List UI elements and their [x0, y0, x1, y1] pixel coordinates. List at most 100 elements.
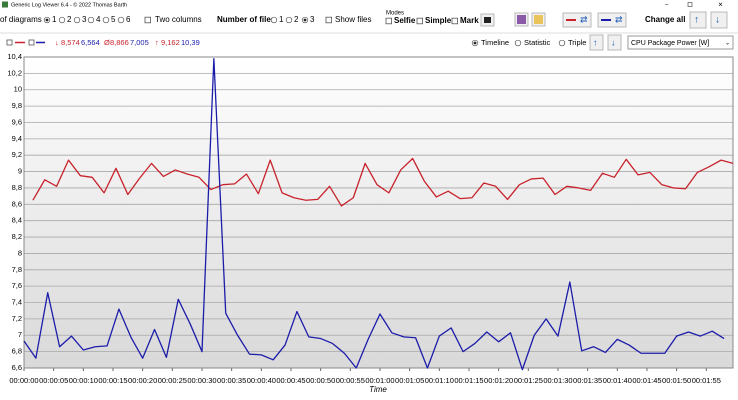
checkbox-label: Show files	[335, 15, 371, 24]
plot-frame	[23, 56, 734, 369]
maximize[interactable]	[687, 2, 693, 7]
checkbox[interactable]	[144, 16, 151, 24]
stat-value: 8,574	[61, 38, 80, 47]
up-button[interactable]	[689, 11, 707, 29]
radio-label: 1	[279, 15, 284, 24]
radio-label: 3	[82, 15, 87, 24]
checkbox[interactable]	[6, 39, 13, 46]
y-tick-label: 7,2	[12, 314, 22, 323]
down-button[interactable]	[710, 11, 728, 29]
x-tick-label: 00:01:45	[632, 376, 661, 385]
stat-value: 6,564	[81, 38, 100, 47]
x-tick-label: 00:01:35	[573, 376, 602, 385]
radio-button[interactable]	[73, 16, 81, 24]
x-tick-label: 00:00:10	[69, 376, 98, 385]
y-tick-label: 9,4	[12, 134, 22, 143]
channel-dropdown[interactable]	[627, 35, 734, 50]
y-tick-label: 10,2	[7, 68, 22, 77]
label: Number of files	[217, 15, 276, 24]
close[interactable]: ✕	[718, 3, 723, 9]
radio-button[interactable]	[270, 16, 278, 24]
y-tick-label: 7	[18, 330, 22, 339]
up-arrow: ↑	[593, 37, 598, 47]
y-tick-label: 10	[14, 85, 22, 94]
up-arrow: ↑	[694, 15, 699, 26]
y-tick-label: 6,6	[12, 363, 22, 372]
radio-button[interactable]	[285, 16, 293, 24]
y-tick-label: 7,6	[12, 281, 22, 290]
checkbox[interactable]	[451, 17, 458, 25]
radio-label: Triple	[568, 38, 586, 47]
y-tick-label: 9,6	[12, 117, 22, 126]
radio-button[interactable]	[58, 16, 66, 24]
radio-button[interactable]	[102, 16, 110, 24]
checkbox[interactable]	[385, 17, 392, 25]
x-tick-label: 00:01:05	[395, 376, 424, 385]
x-tick-label: 00:00:35	[217, 376, 246, 385]
minimize[interactable]: –	[665, 3, 669, 9]
open-icon	[534, 15, 543, 24]
checkbox-label: Two columns	[155, 15, 202, 24]
radio-dot	[45, 18, 49, 22]
x-tick-label: 00:00:55	[336, 376, 365, 385]
x-tick-label: 00:01:30	[543, 376, 572, 385]
label: of diagrams	[0, 15, 42, 24]
y-tick-label: 6,8	[12, 347, 22, 356]
channel-name: CPU Package Power [W]	[631, 40, 709, 47]
x-tick-label: 00:00:20	[128, 376, 157, 385]
radio-label: 3	[310, 15, 315, 24]
swap-icon: ⇄	[580, 14, 588, 24]
radio-label: 4	[96, 15, 101, 24]
down-arrow: ↓	[611, 37, 616, 47]
stat-symbol: Ø	[104, 38, 110, 47]
radio-button[interactable]	[514, 39, 522, 47]
stat-value: 7,005	[130, 38, 149, 47]
x-tick-label: 00:01:55	[692, 376, 721, 385]
radio-dot	[303, 18, 307, 22]
down-button[interactable]	[607, 34, 622, 51]
stat-value: 10,39	[181, 38, 200, 47]
checkbox-label: Simple	[425, 16, 452, 25]
stat-symbol: ↓	[55, 38, 59, 47]
radio-label: Statistic	[524, 38, 551, 47]
dropdown-arrow: ⌄	[725, 41, 730, 47]
checkbox[interactable]	[325, 16, 332, 24]
app-icon	[2, 1, 8, 8]
checkbox-label: Selfie	[394, 16, 416, 25]
radio-button[interactable]	[87, 16, 95, 24]
radio-button[interactable]	[117, 16, 125, 24]
y-tick-label: 9,2	[12, 150, 22, 159]
up-button[interactable]	[589, 34, 604, 51]
plot-area	[24, 57, 733, 368]
down-arrow: ↓	[715, 15, 720, 26]
radio-button[interactable]	[558, 39, 566, 47]
x-tick-label: 00:01:50	[662, 376, 691, 385]
y-tick-label: 8	[18, 248, 22, 257]
stat-value: 8,866	[110, 38, 129, 47]
y-tick-label: 7,8	[12, 265, 22, 274]
x-tick-label: 00:01:20	[484, 376, 513, 385]
radio-label: 5	[111, 15, 116, 24]
swap-red-button[interactable]	[562, 12, 592, 28]
x-tick-label: 00:01:00	[365, 376, 394, 385]
x-tick-label: 00:00:00	[9, 376, 38, 385]
swap-blue-button[interactable]	[597, 12, 627, 28]
x-tick-label: 00:00:05	[39, 376, 68, 385]
y-tick-label: 9,8	[12, 101, 22, 110]
y-tick-label: 9	[18, 167, 22, 176]
y-tick-label: 8,4	[12, 216, 22, 225]
x-tick-label: 00:01:15	[454, 376, 483, 385]
series-line	[23, 57, 725, 371]
checkbox[interactable]	[416, 17, 423, 25]
button-label: Change all	[645, 15, 685, 24]
checkbox[interactable]	[28, 39, 35, 46]
x-tick-label: 00:00:50	[306, 376, 335, 385]
x-tick-label: 00:00:30	[187, 376, 216, 385]
radio-label: 2	[67, 15, 72, 24]
stat-value: 9,162	[161, 38, 180, 47]
y-tick-label: 7,4	[12, 298, 22, 307]
x-tick-label: 00:00:40	[247, 376, 276, 385]
x-tick-label: 00:00:15	[98, 376, 127, 385]
radio-label: 2	[294, 15, 299, 24]
